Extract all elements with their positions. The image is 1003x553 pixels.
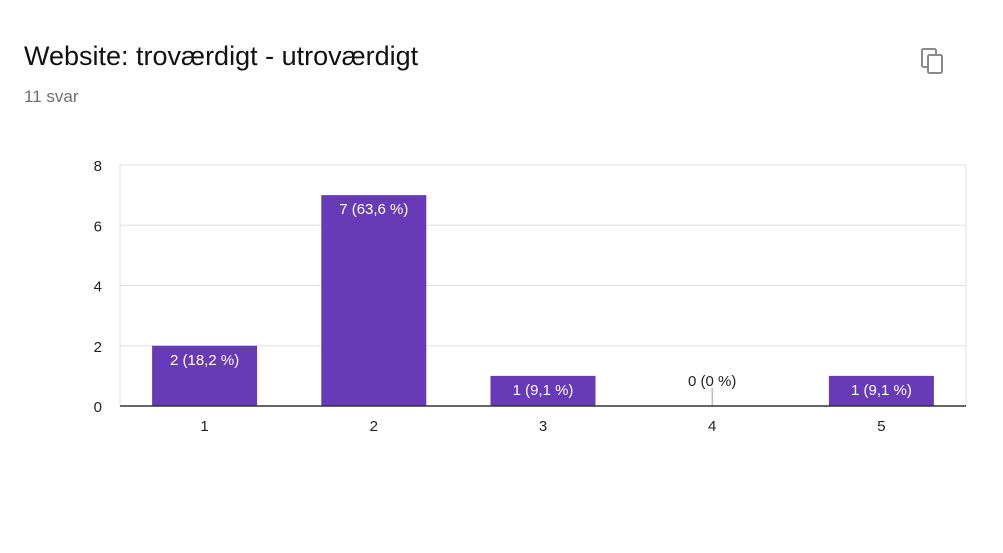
y-tick-label: 2 [94, 339, 102, 356]
x-tick-label: 2 [370, 418, 378, 435]
data-label: 1 (9,1 %) [851, 382, 912, 399]
data-labels: 2 (18,2 %) 7 (63,6 %) 1 (9,1 %) 0 (0 %) 1 (9… [170, 201, 912, 399]
grid-lines [119, 164, 967, 406]
copy-chart-button[interactable] [914, 42, 952, 80]
x-tick-label: 5 [877, 418, 885, 435]
copy-icon [921, 48, 943, 74]
bars [152, 195, 934, 406]
x-tick-label: 4 [708, 418, 716, 435]
bar-2[interactable] [321, 195, 427, 406]
y-tick-label: 6 [94, 218, 102, 235]
x-tick-label: 1 [200, 418, 208, 435]
y-tick-label: 0 [94, 399, 102, 416]
bar-3[interactable] [490, 375, 596, 406]
chart-title: Website: troværdigt - utroværdigt [24, 41, 419, 71]
bar-1[interactable] [152, 345, 258, 406]
y-tick-label: 4 [94, 279, 102, 296]
bar-5[interactable] [828, 375, 934, 406]
x-tick-label: 3 [539, 418, 547, 435]
data-label: 0 (0 %) [688, 373, 736, 390]
x-axis-ticks: 1 2 3 4 5 [120, 405, 966, 435]
data-label: 7 (63,6 %) [339, 201, 408, 218]
response-count: 11 svar [24, 87, 79, 106]
y-axis-ticks: 0 2 4 6 8 [94, 158, 102, 416]
data-label: 1 (9,1 %) [513, 382, 574, 399]
y-tick-label: 8 [94, 158, 102, 175]
data-label: 2 (18,2 %) [170, 352, 239, 369]
